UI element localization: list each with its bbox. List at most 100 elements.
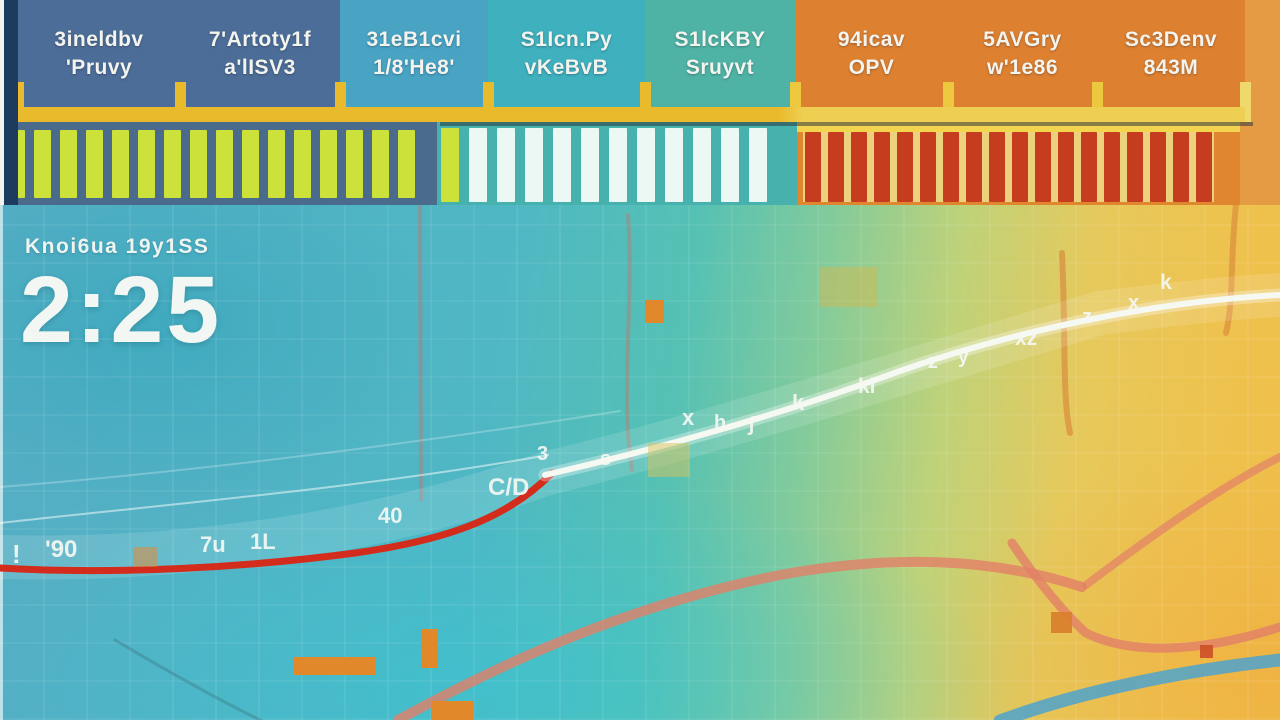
header-column-label-line2: a'lISV3	[224, 55, 296, 79]
tick-cell	[897, 132, 913, 202]
tick-cell	[721, 128, 739, 202]
tick-cell	[1196, 132, 1212, 202]
map-grid	[0, 205, 1280, 720]
tick-cell	[609, 128, 627, 202]
route-glyph: C/D	[488, 474, 529, 501]
tick-cell	[525, 128, 543, 202]
header-column-5[interactable]: S1lcKBY Sruyvt	[640, 0, 795, 122]
tick-cell	[34, 130, 51, 198]
header-column-label-line1: S1lcKBY	[674, 28, 766, 51]
route-line-red	[0, 469, 556, 575]
tick-cell	[372, 130, 389, 198]
map-road-4	[1223, 205, 1239, 336]
header-column-2[interactable]: 7'Artoty1f a'lISV3	[175, 0, 340, 122]
eta-label: Knoi6ua 19y1SS	[25, 235, 210, 258]
map-marker[interactable]	[1200, 645, 1213, 658]
map-marker[interactable]	[820, 267, 878, 307]
bracket-tick	[483, 82, 494, 122]
map-marker[interactable]	[421, 629, 438, 668]
header-column-6[interactable]: 94icav OPV	[790, 0, 948, 122]
tickbar-divider-line	[440, 122, 1253, 126]
map-marker[interactable]	[1051, 612, 1072, 633]
tick-cell	[874, 132, 890, 202]
map-road-6	[1007, 538, 1280, 653]
bracket-tick	[335, 82, 346, 122]
tick-cell	[294, 130, 311, 198]
eta-value: 2:25	[20, 257, 223, 363]
tick-cell	[1081, 132, 1097, 202]
map-marker[interactable]	[648, 443, 690, 477]
left-edge-strip	[0, 0, 18, 205]
tick-cell	[398, 130, 415, 198]
map-road-1	[418, 205, 423, 502]
tick-cell	[164, 130, 181, 198]
route-glyph: k	[792, 390, 805, 415]
map-road-2	[624, 213, 634, 472]
tick-cell	[112, 130, 129, 198]
route-glyph: 7u	[200, 532, 226, 557]
tickbar-rail	[803, 132, 1214, 202]
tick-cell	[1012, 132, 1028, 202]
map[interactable]: ! '90 7u 1L 40 C/D 3 s x h ʃ k ki z y xz z x k Knoi6ua 19y…	[0, 205, 1280, 720]
tick-cell	[966, 132, 982, 202]
header-column-label-line1: 3ineldbv	[54, 28, 144, 51]
route-glyph: h	[714, 412, 726, 434]
tick-cell	[828, 132, 844, 202]
header-column-4[interactable]: S1Icn.Py vKeBvB	[483, 0, 645, 122]
tick-cell	[268, 130, 285, 198]
map-marker[interactable]	[133, 547, 157, 567]
tick-bar	[0, 122, 1280, 205]
header-column-label-line2: w'1e86	[986, 55, 1059, 79]
bracket-tick	[640, 82, 651, 122]
tickbar-segment-4	[1240, 122, 1280, 205]
route-glyph: y	[958, 347, 969, 368]
header-column-7[interactable]: 5AVGry w'1e86	[943, 0, 1097, 122]
map-marker[interactable]	[293, 657, 376, 675]
bracket-bar	[18, 107, 1245, 122]
header-column-1[interactable]: 3ineldbv 'Pruvy	[13, 0, 180, 122]
tick-cell	[749, 128, 767, 202]
map-marker[interactable]	[645, 300, 664, 323]
tickbar-segment-1	[0, 122, 437, 205]
tick-cell	[497, 128, 515, 202]
tick-cell	[441, 128, 459, 202]
header-column-3[interactable]: 31eB1cvi 1/8'He8'	[335, 0, 488, 122]
header-column-label-line1: S1Icn.Py	[520, 28, 613, 51]
header-column-label-line1: 5AVGry	[983, 28, 1062, 51]
route-glyph: xz	[1015, 327, 1037, 350]
tick-cell	[86, 130, 103, 198]
tickbar-segment-3	[797, 122, 1240, 205]
route-glyph: 40	[378, 503, 402, 528]
map-road-7	[1082, 453, 1280, 589]
route-glyph: '90	[45, 536, 77, 563]
map-marker[interactable]	[431, 701, 474, 720]
tickbar-bars	[441, 128, 767, 202]
header-column-label-line2: vKeBvB	[524, 55, 609, 79]
tick-cell	[216, 130, 233, 198]
tick-cell	[1104, 132, 1120, 202]
bracket-tick	[13, 82, 24, 122]
bracket-tick	[790, 82, 801, 122]
map-road-3	[1059, 250, 1073, 436]
route-glyph: ki	[858, 375, 876, 398]
tick-cell	[1127, 132, 1143, 202]
tick-cell	[851, 132, 867, 202]
header-column-label-line2: 'Pruvy	[65, 55, 133, 79]
header-right-strip	[1240, 0, 1280, 122]
bracket-end-tick	[1240, 82, 1251, 122]
tick-cell	[469, 128, 487, 202]
tick-cell	[60, 130, 77, 198]
header-column-label-line1: 94icav	[837, 28, 906, 51]
bracket-tick	[175, 82, 186, 122]
tickbar-segment-2	[437, 122, 797, 205]
header-column-label-line2: 1/8'He8'	[373, 55, 455, 79]
route-glyph: z	[928, 351, 938, 373]
tick-cell	[943, 132, 959, 202]
route-glyph: !	[12, 539, 21, 569]
header-column-8[interactable]: Sc3Denv 843M	[1092, 0, 1245, 122]
tick-cell	[346, 130, 363, 198]
map-road-8	[993, 653, 1280, 720]
tick-cell	[1058, 132, 1074, 202]
route-glyph: 1L	[250, 529, 276, 554]
header-column-label-line2: Sruyvt	[685, 55, 755, 79]
